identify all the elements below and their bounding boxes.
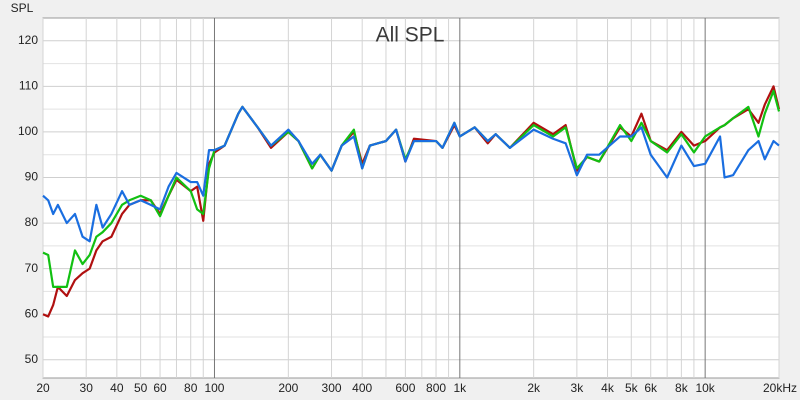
x-tick-label: 800	[426, 381, 446, 395]
x-tick-label: 60	[153, 381, 167, 395]
x-tick-label: 20kHz	[763, 381, 797, 395]
labels: SPL 50 60 70 80 90 100 110 120 20 30 40 50 60 80 100 20…	[11, 1, 797, 395]
lines	[42, 85, 781, 318]
x-tick-label: 80	[184, 381, 198, 395]
x-tick-label: 600	[395, 381, 415, 395]
y-tick-label: 120	[18, 33, 38, 47]
x-tick-label: 2k	[527, 381, 541, 395]
x-tick-label: 6k	[644, 381, 658, 395]
chart-title: All SPL	[376, 24, 445, 47]
x-tick-label: 5k	[625, 381, 639, 395]
x-tick-label: 4k	[601, 381, 615, 395]
y-tick-label: 70	[25, 261, 39, 275]
x-tick-label: 50	[134, 381, 148, 395]
x-tick-label: 8k	[675, 381, 689, 395]
series-line	[42, 105, 780, 243]
y-tick-label: 100	[18, 124, 38, 138]
y-tick-label: 50	[25, 352, 39, 366]
y-axis-label: SPL	[11, 1, 34, 15]
grid	[42, 18, 780, 378]
x-tick-label: 10k	[695, 381, 715, 395]
y-tick-label: 80	[25, 215, 39, 229]
x-tick-label: 1k	[453, 381, 467, 395]
x-tick-label: 40	[110, 381, 124, 395]
y-tick-label: 90	[25, 170, 39, 184]
x-tick-label: 30	[80, 381, 94, 395]
x-tick-label: 100	[204, 381, 224, 395]
x-tick-label: 400	[352, 381, 372, 395]
x-tick-label: 20	[36, 381, 50, 395]
y-tick-label: 110	[19, 79, 38, 93]
plot-area	[42, 17, 780, 379]
x-tick-label: 200	[278, 381, 298, 395]
x-tick-label: 300	[322, 381, 342, 395]
y-tick-label: 60	[25, 306, 39, 320]
x-tick-label: 3k	[571, 381, 585, 395]
